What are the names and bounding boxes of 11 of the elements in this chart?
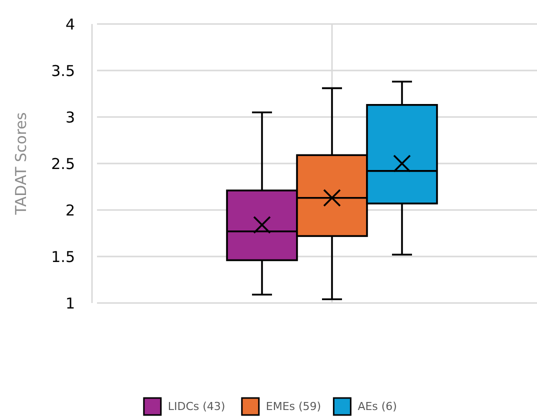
y-tick-label: 3.5 [51, 62, 75, 80]
y-axis-title: TADAT Scores [12, 112, 30, 216]
y-tick-label: 4 [65, 15, 75, 34]
y-tick-label: 2 [65, 201, 75, 220]
legend-label: LIDCs (43) [168, 400, 226, 413]
y-tick-label: 2.5 [51, 154, 75, 173]
y-tick-label: 1 [65, 294, 75, 312]
y-tick-label: 1.5 [51, 248, 75, 266]
y-tick-label: 3 [65, 108, 75, 126]
legend-label: AEs (6) [358, 400, 397, 413]
legend-label: EMEs (59) [266, 400, 322, 413]
